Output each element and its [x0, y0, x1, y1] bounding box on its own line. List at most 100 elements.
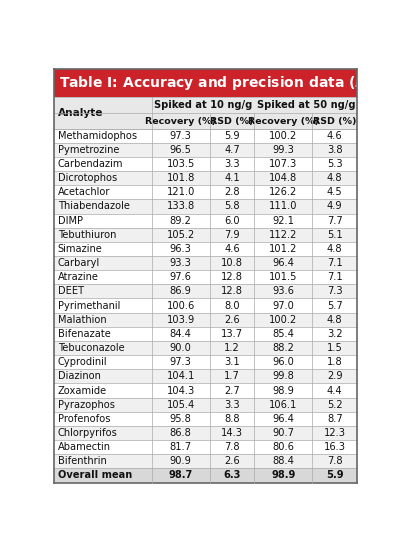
Text: Simazine: Simazine: [58, 244, 102, 254]
Bar: [54, 383, 357, 397]
Text: 86.8: 86.8: [170, 428, 192, 438]
Bar: [54, 412, 357, 426]
Text: 81.7: 81.7: [170, 442, 192, 452]
Text: 92.1: 92.1: [272, 216, 294, 225]
Bar: [54, 468, 357, 483]
Text: 96.4: 96.4: [272, 258, 294, 268]
Text: Tebuconazole: Tebuconazole: [58, 343, 124, 353]
Text: 4.9: 4.9: [327, 201, 342, 211]
Text: 2.6: 2.6: [224, 314, 240, 325]
Bar: [54, 69, 357, 98]
Text: 4.1: 4.1: [224, 173, 240, 183]
Text: 12.3: 12.3: [324, 428, 346, 438]
Bar: [54, 397, 357, 412]
Text: Overall mean: Overall mean: [58, 471, 132, 480]
Text: 1.2: 1.2: [224, 343, 240, 353]
Bar: [54, 171, 357, 185]
Text: 5.8: 5.8: [224, 201, 240, 211]
Bar: [54, 157, 357, 171]
Text: 3.3: 3.3: [224, 400, 240, 410]
Text: 100.2: 100.2: [269, 314, 298, 325]
Bar: [54, 213, 357, 228]
Text: 88.2: 88.2: [272, 343, 294, 353]
Bar: [54, 454, 357, 468]
Text: 121.0: 121.0: [166, 187, 195, 197]
Text: 90.9: 90.9: [170, 456, 192, 466]
Text: 2.6: 2.6: [224, 456, 240, 466]
Text: DIMP: DIMP: [58, 216, 83, 225]
Bar: [54, 114, 357, 129]
Text: 104.3: 104.3: [166, 385, 195, 395]
Text: Spiked at 50 ng/g: Spiked at 50 ng/g: [257, 100, 355, 110]
Text: 97.3: 97.3: [170, 357, 192, 367]
Text: Carbendazim: Carbendazim: [58, 159, 123, 169]
Text: 2.8: 2.8: [224, 187, 240, 197]
Text: 12.8: 12.8: [221, 287, 243, 296]
Text: 1.7: 1.7: [224, 371, 240, 381]
Bar: [54, 98, 357, 114]
Text: 4.8: 4.8: [327, 173, 342, 183]
Text: 101.8: 101.8: [166, 173, 195, 183]
Bar: [54, 284, 357, 299]
Text: Pyrimethanil: Pyrimethanil: [58, 301, 120, 311]
Bar: [54, 355, 357, 369]
Text: Acetachlor: Acetachlor: [58, 187, 110, 197]
Text: Recovery (%): Recovery (%): [248, 116, 319, 126]
Text: 100.2: 100.2: [269, 130, 298, 141]
Text: Bifenazate: Bifenazate: [58, 329, 110, 339]
Text: Dicrotophos: Dicrotophos: [58, 173, 117, 183]
Text: 95.8: 95.8: [170, 414, 192, 424]
Text: Malathion: Malathion: [58, 314, 106, 325]
Text: 7.3: 7.3: [327, 287, 342, 296]
Text: Atrazine: Atrazine: [58, 272, 99, 282]
Text: 89.2: 89.2: [170, 216, 192, 225]
Bar: [54, 199, 357, 213]
Text: 97.6: 97.6: [170, 272, 192, 282]
Text: 97.3: 97.3: [170, 130, 192, 141]
Text: 96.5: 96.5: [170, 145, 192, 155]
Text: Chlorpyrifos: Chlorpyrifos: [58, 428, 117, 438]
Text: 2.7: 2.7: [224, 385, 240, 395]
Text: 14.3: 14.3: [221, 428, 243, 438]
Text: 97.0: 97.0: [272, 301, 294, 311]
Text: 112.2: 112.2: [269, 230, 298, 240]
Text: RSD (%): RSD (%): [313, 116, 356, 126]
Text: 3.2: 3.2: [327, 329, 342, 339]
Text: 85.4: 85.4: [272, 329, 294, 339]
Text: Pymetrozine: Pymetrozine: [58, 145, 119, 155]
Text: Analyte: Analyte: [58, 108, 103, 118]
Text: 107.3: 107.3: [269, 159, 298, 169]
Text: 3.8: 3.8: [327, 145, 342, 155]
Text: 7.1: 7.1: [327, 272, 342, 282]
Text: 7.1: 7.1: [327, 258, 342, 268]
Text: 5.2: 5.2: [327, 400, 342, 410]
Bar: [54, 228, 357, 242]
Text: 90.0: 90.0: [170, 343, 192, 353]
Text: 96.3: 96.3: [170, 244, 192, 254]
Text: Abamectin: Abamectin: [58, 442, 111, 452]
Text: Bifenthrin: Bifenthrin: [58, 456, 106, 466]
Text: 5.3: 5.3: [327, 159, 342, 169]
Text: 4.7: 4.7: [224, 145, 240, 155]
Text: 104.8: 104.8: [269, 173, 298, 183]
Text: 111.0: 111.0: [269, 201, 298, 211]
Text: 105.4: 105.4: [166, 400, 195, 410]
Text: 86.9: 86.9: [170, 287, 192, 296]
Text: Recovery (%): Recovery (%): [145, 116, 216, 126]
Text: 6.3: 6.3: [223, 471, 241, 480]
Text: 4.4: 4.4: [327, 385, 342, 395]
Bar: [54, 299, 357, 313]
Bar: [54, 256, 357, 270]
Text: DEET: DEET: [58, 287, 84, 296]
Text: 106.1: 106.1: [269, 400, 298, 410]
Text: 93.3: 93.3: [170, 258, 192, 268]
Text: 2.9: 2.9: [327, 371, 342, 381]
Text: 5.7: 5.7: [327, 301, 342, 311]
Bar: [54, 440, 357, 454]
Bar: [54, 129, 357, 143]
Text: 98.7: 98.7: [168, 471, 193, 480]
Text: 4.6: 4.6: [224, 244, 240, 254]
Text: 4.8: 4.8: [327, 244, 342, 254]
Text: 100.6: 100.6: [166, 301, 195, 311]
Text: 103.5: 103.5: [166, 159, 195, 169]
